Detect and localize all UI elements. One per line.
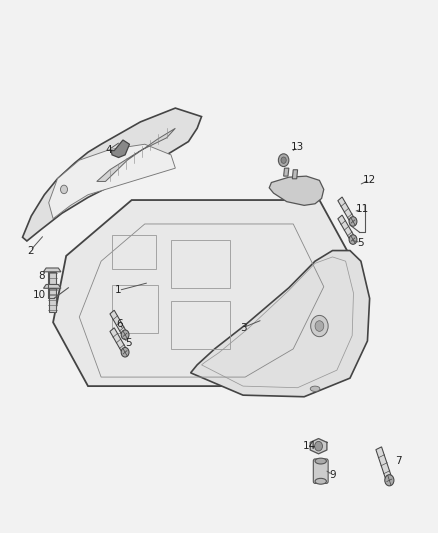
Text: 14: 14 — [303, 441, 316, 451]
Ellipse shape — [315, 458, 326, 464]
Polygon shape — [53, 200, 363, 386]
Polygon shape — [22, 108, 201, 241]
Circle shape — [385, 475, 394, 486]
Polygon shape — [43, 285, 61, 288]
Polygon shape — [110, 310, 127, 336]
Ellipse shape — [310, 386, 320, 391]
Text: 7: 7 — [396, 456, 402, 465]
Text: 5: 5 — [357, 238, 364, 247]
Text: 2: 2 — [27, 246, 34, 255]
Circle shape — [121, 348, 129, 357]
Text: 6: 6 — [116, 319, 123, 329]
Polygon shape — [338, 215, 355, 241]
Text: 8: 8 — [38, 271, 45, 280]
Polygon shape — [110, 328, 127, 354]
Polygon shape — [310, 439, 327, 454]
Polygon shape — [43, 268, 61, 272]
Polygon shape — [49, 144, 175, 219]
Ellipse shape — [315, 478, 326, 484]
Text: 10: 10 — [32, 289, 46, 300]
Polygon shape — [49, 288, 56, 312]
Circle shape — [279, 154, 289, 166]
Polygon shape — [284, 168, 289, 176]
Polygon shape — [111, 140, 130, 158]
Text: 3: 3 — [240, 322, 246, 333]
Polygon shape — [97, 128, 175, 181]
Text: 12: 12 — [363, 175, 376, 185]
Polygon shape — [292, 169, 297, 179]
Circle shape — [311, 316, 328, 337]
Polygon shape — [191, 251, 370, 397]
Text: 5: 5 — [125, 337, 131, 348]
Circle shape — [60, 185, 67, 193]
Circle shape — [314, 441, 322, 451]
Polygon shape — [338, 197, 355, 223]
Text: 9: 9 — [329, 470, 336, 480]
Polygon shape — [376, 447, 392, 482]
Text: 13: 13 — [291, 142, 304, 152]
Circle shape — [315, 321, 324, 332]
Circle shape — [349, 235, 357, 244]
FancyBboxPatch shape — [313, 459, 328, 483]
Text: 4: 4 — [106, 144, 112, 155]
Text: 11: 11 — [356, 204, 369, 214]
Polygon shape — [269, 176, 324, 205]
Polygon shape — [49, 272, 56, 295]
Circle shape — [281, 157, 286, 164]
Circle shape — [121, 330, 129, 340]
Text: 1: 1 — [115, 286, 122, 295]
Circle shape — [349, 217, 357, 226]
